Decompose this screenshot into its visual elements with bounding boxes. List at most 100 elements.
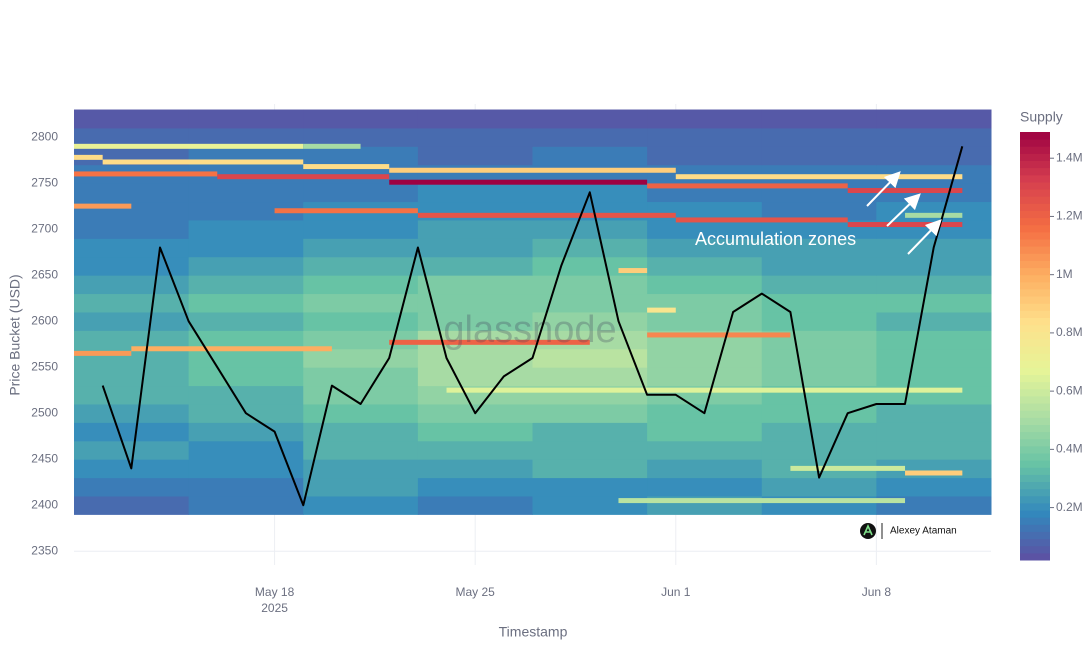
heat-cell [188,183,304,203]
heat-cell [417,256,533,276]
colorbar-step [1020,510,1050,518]
heat-cell [647,109,763,129]
colorbar-step [1020,324,1050,333]
heat-cell [188,348,304,368]
supply-band [74,143,304,149]
colorbar-step [1020,353,1050,361]
credit: Alexey Ataman [860,523,957,539]
heat-cell [417,348,533,368]
heat-cell [532,440,648,460]
heat-cell [417,311,533,331]
colorbar-step [1020,552,1050,561]
heat-cell [74,127,190,147]
colorbar-step [1020,488,1050,497]
colorbar-step [1020,153,1050,162]
heat-cell [532,109,648,129]
y-axis-title: Price Bucket (USD) [7,274,23,395]
x-tick-label: Jun 1 [661,585,691,599]
heat-cell [532,311,648,331]
heat-cell [761,367,877,387]
supply-band [446,387,963,393]
colorbar-step [1020,481,1050,490]
supply-band [74,154,103,160]
heat-cell [74,422,190,442]
heat-cell [188,385,304,405]
heat-cell [647,440,763,460]
heat-cell [303,311,419,331]
heat-cell [417,495,533,515]
colorbar-step [1020,310,1050,318]
heat-cell [74,238,190,258]
supply-band [389,167,676,173]
heat-cell [188,275,304,295]
heat-cell [188,440,304,460]
colorbar-step [1020,239,1050,247]
heat-cell [532,127,648,147]
heat-cell [532,238,648,258]
heat-cell [74,183,190,203]
colorbar-tick-label: 0.8M [1056,325,1083,339]
heat-cell [303,403,419,423]
colorbar-step [1020,160,1050,169]
heat-cell [417,477,533,497]
supply-band [647,307,676,313]
colorbar-step [1020,210,1050,219]
colorbar-title: Supply [1020,109,1063,125]
heat-cell [417,440,533,460]
colorbar-step [1020,417,1050,425]
heat-cell [647,219,763,239]
heat-cell [532,422,648,442]
supply-band [618,498,906,504]
heat-cell [74,311,190,331]
supply-band [131,346,332,352]
colorbar-step [1020,146,1050,154]
heat-cell [532,219,648,239]
supply-band [790,465,906,471]
supply-band [389,179,648,185]
heat-cell [761,330,877,350]
heat-cell [876,293,992,313]
colorbar-step [1020,317,1050,326]
y-tick-label: 2800 [31,129,58,143]
heat-cell [188,330,304,350]
heat-cell [303,127,419,147]
heat-cell [417,238,533,258]
heat-cell [188,256,304,276]
heat-cell [647,146,763,166]
heat-cell [188,109,304,129]
colorbar-step [1020,196,1050,204]
heat-cell [761,146,877,166]
heat-cell [303,256,419,276]
supply-band [303,164,390,170]
x-tick-label: Jun 8 [862,585,892,599]
colorbar-step [1020,438,1050,447]
heat-cell [647,127,763,147]
colorbar-step [1020,381,1050,390]
heat-cell [532,477,648,497]
heat-cell [647,311,763,331]
heat-cell [761,201,877,221]
heat-cell [761,477,877,497]
annotation-arrows [866,171,942,255]
colorbar-step [1020,524,1050,532]
heat-cell [74,109,190,129]
colorbar-step [1020,217,1050,226]
heat-cell [188,311,304,331]
colorbar-step [1020,174,1050,183]
colorbar-step [1020,360,1050,368]
supply-band [74,171,218,177]
colorbar-step [1020,167,1050,176]
supply-band [74,203,132,209]
heat-cell [761,275,877,295]
heat-cell [303,477,419,497]
colorbar-step [1020,395,1050,404]
colorbar-step [1020,139,1050,147]
colorbar-step [1020,231,1050,240]
heat-cell [876,311,992,331]
colorbar-step [1020,474,1050,483]
colorbar-step [1020,296,1050,304]
colorbar-tick-label: 1M [1056,267,1073,281]
y-tick-label: 2650 [31,267,58,281]
heat-cell [188,201,304,221]
